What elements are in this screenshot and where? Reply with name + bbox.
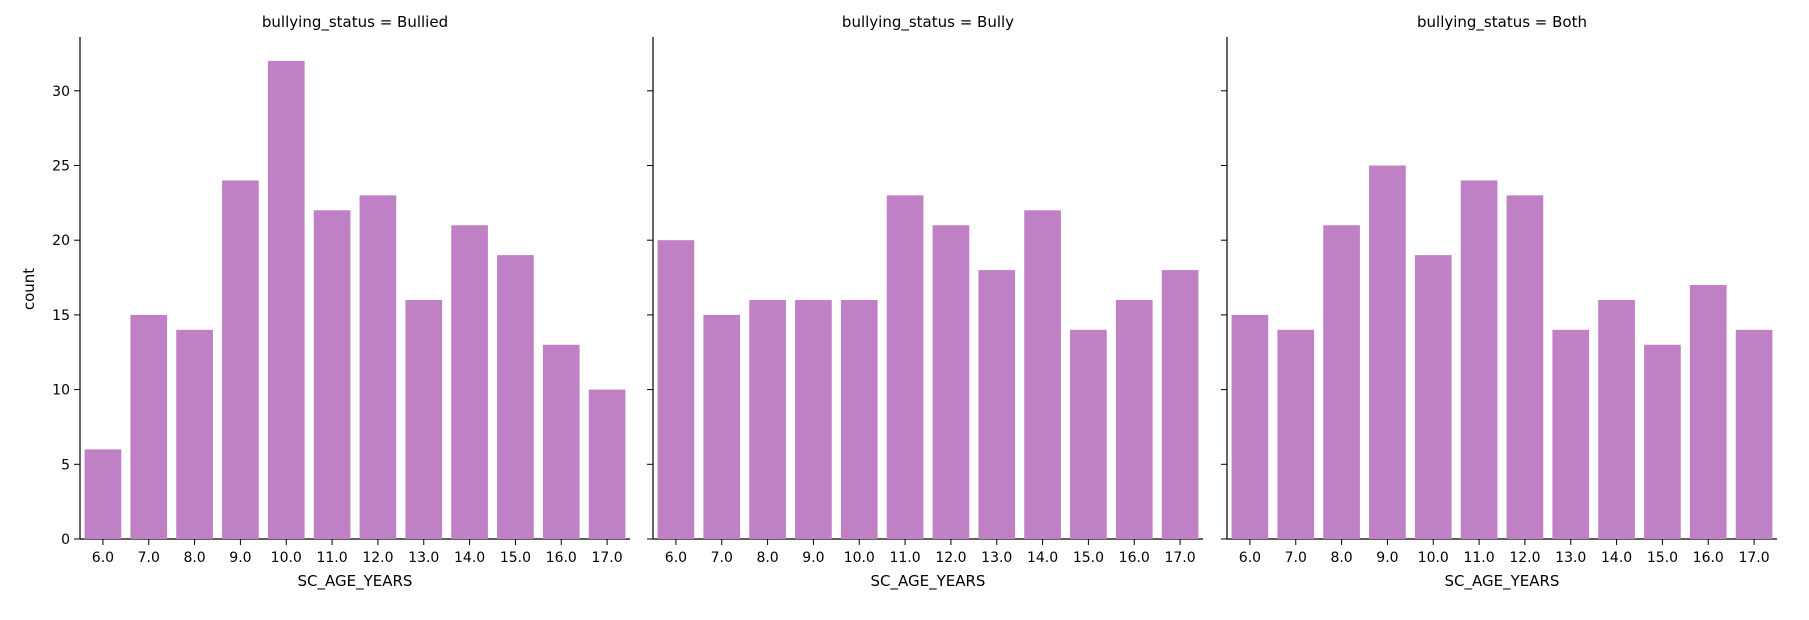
x-axis-label: SC_AGE_YEARS — [871, 572, 986, 591]
bar — [1552, 329, 1590, 539]
x-tick-label: 8.0 — [1330, 550, 1352, 566]
facet-panel: bullying_status = Both 6.0 7.0 8.0 9.0 10.0 11… — [1221, 13, 1777, 591]
y-tick-label: 20 — [52, 233, 70, 249]
bar — [1506, 195, 1544, 539]
x-tick-label: 10.0 — [271, 550, 302, 566]
bar — [1070, 329, 1107, 539]
x-tick-label: 10.0 — [844, 550, 875, 566]
bar — [1231, 314, 1269, 539]
bar — [886, 195, 924, 539]
x-tick-label: 14.0 — [1027, 550, 1058, 566]
x-tick-label: 17.0 — [1738, 550, 1769, 566]
x-tick-label: 17.0 — [591, 550, 622, 566]
x-tick-label: 11.0 — [889, 550, 920, 566]
bar — [542, 344, 580, 539]
facet-title: bullying_status = Bullied — [262, 13, 448, 32]
bar — [1277, 329, 1315, 539]
bar — [1115, 299, 1153, 539]
bar — [176, 329, 213, 539]
bar — [1689, 285, 1727, 539]
bar — [1598, 299, 1635, 539]
x-tick-label: 9.0 — [229, 550, 251, 566]
bar — [1369, 165, 1406, 539]
x-tick-label: 15.0 — [1073, 550, 1104, 566]
bar — [657, 240, 695, 539]
bar — [313, 210, 351, 540]
x-tick-label: 15.0 — [1647, 550, 1678, 566]
bar — [405, 299, 443, 539]
x-tick-label: 12.0 — [935, 550, 966, 566]
bar — [1460, 180, 1498, 539]
x-tick-label: 7.0 — [138, 550, 160, 566]
x-tick-label: 14.0 — [454, 550, 485, 566]
bar — [795, 299, 832, 539]
x-axis-label: SC_AGE_YEARS — [298, 572, 413, 591]
x-tick-label: 6.0 — [92, 550, 114, 566]
bar — [359, 195, 397, 539]
x-tick-label: 12.0 — [1509, 550, 1540, 566]
bar — [222, 180, 259, 539]
x-tick-label: 6.0 — [1239, 550, 1261, 566]
bar — [1161, 270, 1199, 539]
y-axis-label: count — [20, 268, 38, 310]
x-tick-label: 13.0 — [1555, 550, 1586, 566]
facet-panel: bullying_status = Bullied 0 5 10 15 20 25 30 6.0… — [52, 13, 630, 591]
x-tick-label: 13.0 — [408, 550, 439, 566]
bar — [840, 299, 878, 539]
y-tick-label: 10 — [52, 383, 70, 399]
bar — [1024, 210, 1061, 540]
y-tick-label: 30 — [52, 84, 70, 100]
x-tick-label: 16.0 — [1693, 550, 1724, 566]
bar — [84, 449, 122, 539]
bar — [749, 299, 786, 539]
x-tick-label: 16.0 — [1119, 550, 1150, 566]
x-tick-label: 7.0 — [711, 550, 733, 566]
bar — [1414, 255, 1452, 539]
y-tick-label: 15 — [52, 308, 70, 324]
x-tick-label: 9.0 — [1376, 550, 1398, 566]
bar — [1644, 344, 1681, 539]
facets: bullying_status = Bullied 0 5 10 15 20 25 30 6.0… — [52, 13, 1777, 591]
bar — [1323, 225, 1360, 539]
bar — [932, 225, 970, 539]
y-tick-label: 0 — [61, 532, 70, 548]
y-tick-label: 25 — [52, 158, 70, 174]
facet-panel: bullying_status = Bully 6.0 7.0 8.0 9.0 10.0 1… — [647, 13, 1203, 591]
x-tick-label: 8.0 — [183, 550, 205, 566]
x-tick-label: 9.0 — [802, 550, 824, 566]
x-tick-label: 15.0 — [500, 550, 531, 566]
x-tick-label: 16.0 — [546, 550, 577, 566]
x-tick-label: 8.0 — [756, 550, 778, 566]
bar — [130, 314, 168, 539]
x-tick-label: 11.0 — [1463, 550, 1494, 566]
bar — [588, 389, 626, 539]
facet-title: bullying_status = Both — [1417, 13, 1587, 32]
x-tick-label: 14.0 — [1601, 550, 1632, 566]
bar — [267, 60, 305, 540]
x-axis-label: SC_AGE_YEARS — [1445, 572, 1560, 591]
bar — [497, 255, 534, 539]
x-tick-label: 10.0 — [1418, 550, 1449, 566]
facet-title: bullying_status = Bully — [842, 13, 1014, 32]
bar — [451, 225, 488, 539]
x-tick-label: 7.0 — [1285, 550, 1307, 566]
x-tick-label: 12.0 — [362, 550, 393, 566]
y-tick-label: 5 — [61, 457, 70, 473]
x-tick-label: 6.0 — [665, 550, 687, 566]
bar — [703, 314, 741, 539]
bar — [1735, 329, 1773, 539]
x-tick-label: 17.0 — [1164, 550, 1195, 566]
x-tick-label: 13.0 — [981, 550, 1012, 566]
x-tick-label: 11.0 — [316, 550, 347, 566]
bar — [978, 270, 1016, 539]
